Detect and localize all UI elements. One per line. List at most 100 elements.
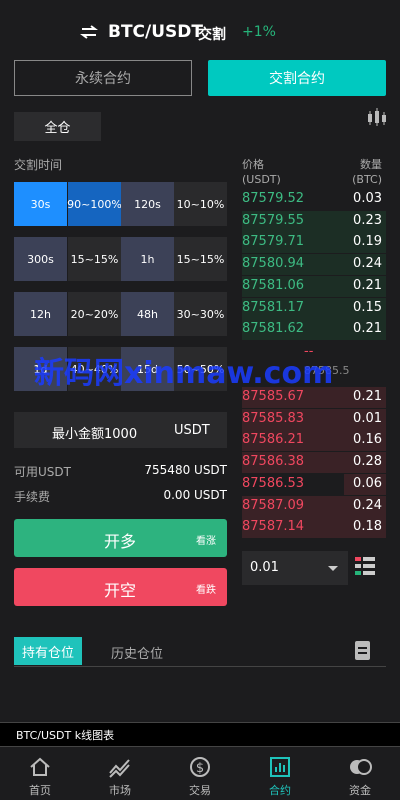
nav-label[interactable]: 资金: [349, 784, 371, 797]
book-price: 87587.09: [242, 497, 305, 513]
long-button[interactable]: [14, 519, 227, 557]
position-tab-active[interactable]: 持有仓位: [14, 637, 82, 665]
swap-icon[interactable]: [80, 24, 98, 40]
price-unit: (USDT): [242, 173, 281, 186]
book-price: 87586.38: [242, 454, 305, 470]
depth-bar: [242, 254, 386, 276]
svg-text:$: $: [196, 761, 204, 776]
depth-bar: [344, 473, 386, 495]
rate-option[interactable]: 50~50%: [174, 347, 227, 391]
depth-bar: [242, 408, 386, 430]
depth-bar: [242, 430, 386, 452]
duration-option[interactable]: 1d: [14, 347, 67, 391]
depth-bar: [242, 452, 386, 474]
position-tab[interactable]: 历史仓位: [111, 647, 164, 662]
short-button[interactable]: [14, 568, 227, 606]
duration-option[interactable]: 120s: [121, 182, 174, 226]
nav-label[interactable]: 交易: [189, 784, 211, 797]
amount-box[interactable]: [14, 412, 227, 448]
book-price: 87585.83: [242, 410, 305, 426]
book-price: 87580.94: [242, 256, 305, 272]
book-price: 87579.55: [242, 212, 305, 228]
duration-option[interactable]: 12h: [14, 292, 67, 336]
mid-price: 87585.5: [304, 364, 350, 377]
chart-bar[interactable]: [0, 722, 400, 747]
depth-bar: [242, 275, 386, 297]
book-qty: 0.06: [353, 475, 382, 491]
quantity-value: 0.01: [250, 560, 279, 575]
nav-icon[interactable]: $: [188, 755, 212, 779]
book-price: 87586.21: [242, 432, 305, 448]
section-label: 交割时间: [14, 158, 63, 172]
amount-unit: USDT: [174, 423, 210, 438]
short-label: 开空: [104, 581, 137, 600]
depth-bar: [242, 517, 386, 539]
doc-icon[interactable]: [355, 641, 371, 661]
duration-option[interactable]: 15d: [121, 347, 174, 391]
fee-label: 手续费: [14, 490, 51, 504]
nav-icon[interactable]: [348, 755, 372, 779]
depth-bar: [242, 232, 386, 254]
duration-option[interactable]: 48h: [121, 292, 174, 336]
rate-option[interactable]: 30~30%: [174, 292, 227, 336]
rate-option[interactable]: 15~15%: [68, 237, 121, 281]
book-qty: 0.28: [353, 454, 382, 470]
rate-option[interactable]: 15~15%: [174, 237, 227, 281]
qty-unit: (BTC): [352, 173, 382, 186]
nav-label[interactable]: 市场: [109, 784, 131, 797]
divider: [14, 666, 386, 667]
available-value: 755480 USDT: [144, 463, 227, 477]
rate-option[interactable]: 40~40%: [68, 347, 121, 391]
short-hint: 看跌: [196, 585, 216, 596]
book-price: 87579.52: [242, 191, 305, 206]
price-header: 价格: [242, 158, 264, 171]
mode-label: 交割: [198, 27, 226, 43]
depth-bar: [242, 210, 386, 232]
pair-title: BTC/USDT: [108, 22, 203, 42]
candle-icon[interactable]: [366, 108, 388, 128]
rate-option[interactable]: 10~10%: [174, 182, 227, 226]
duration-option[interactable]: 1h: [121, 237, 174, 281]
nav-label[interactable]: 合约: [269, 784, 291, 797]
fee-value: 0.00 USDT: [163, 488, 227, 502]
margin-mode[interactable]: 全仓: [14, 112, 101, 141]
book-price: 87586.53: [242, 475, 305, 491]
book-price: 87579.71: [242, 234, 305, 250]
duration-option[interactable]: 30s: [14, 182, 67, 226]
qty-header: 数量: [360, 158, 382, 171]
book-price: 87581.06: [242, 277, 305, 293]
depth-bar: [242, 319, 386, 341]
list-icon[interactable]: [355, 557, 375, 575]
book-qty: 0.18: [353, 519, 382, 535]
nav-icon[interactable]: [268, 755, 292, 779]
chart-bar-label: BTC/USDT k线图表: [16, 729, 115, 742]
mid-change: --: [304, 344, 314, 359]
dropdown-arrow: [328, 566, 338, 571]
amount-label: 最小金额1000: [52, 427, 138, 442]
nav-label[interactable]: 首页: [29, 784, 51, 797]
rate-option[interactable]: 90~100%: [67, 182, 122, 226]
depth-bar: [242, 297, 386, 319]
tab-active[interactable]: 交割合约: [208, 60, 386, 96]
depth-bar: [242, 495, 386, 517]
book-price: 87587.14: [242, 519, 305, 535]
duration-option[interactable]: 300s: [14, 237, 67, 281]
book-qty: 0.16: [353, 432, 382, 448]
book-price: 87585.67: [242, 389, 305, 404]
nav-icon[interactable]: [28, 755, 52, 779]
watermark: 新码网xinmaw.com: [34, 356, 334, 391]
book-qty: 0.21: [353, 389, 382, 404]
book-qty: 0.01: [353, 410, 382, 426]
long-label: 开多: [104, 532, 137, 551]
book-qty: 0.23: [353, 212, 382, 228]
book-price: 87581.17: [242, 299, 305, 315]
book-qty: 0.24: [353, 256, 382, 272]
depth-bar: [242, 387, 386, 408]
book-qty: 0.24: [353, 497, 382, 513]
nav-icon[interactable]: [108, 755, 132, 779]
rate-option[interactable]: 20~20%: [68, 292, 121, 336]
book-qty: 0.03: [353, 191, 382, 206]
long-hint: 看涨: [196, 536, 216, 547]
tab[interactable]: 永续合约: [14, 60, 192, 96]
